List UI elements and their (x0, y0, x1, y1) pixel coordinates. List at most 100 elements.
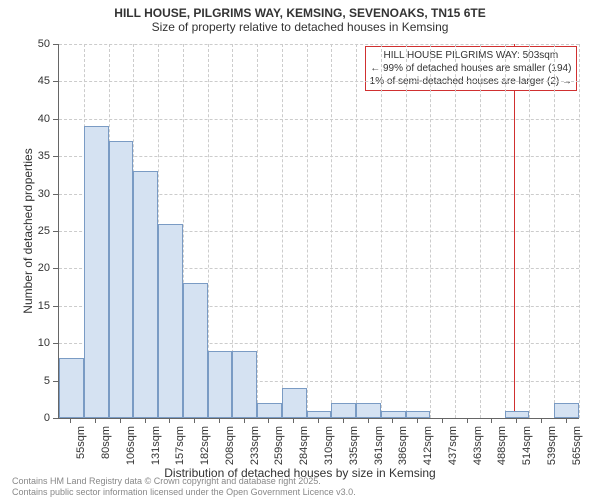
x-tick-label: 310sqm (323, 426, 335, 466)
grid-line-v (579, 44, 580, 418)
y-tick-mark (53, 381, 58, 382)
grid-line-v (356, 44, 357, 418)
x-tick-label: 208sqm (224, 426, 236, 466)
x-tick-label: 131sqm (150, 426, 162, 466)
x-tick-mark (541, 418, 542, 423)
x-tick-label: 284sqm (298, 426, 310, 466)
y-tick-mark (53, 119, 58, 120)
grid-line-v (554, 44, 555, 418)
x-tick-mark (194, 418, 195, 423)
x-tick-label: 463sqm (472, 426, 484, 466)
histogram-bar (505, 411, 530, 418)
footer-line1: Contains HM Land Registry data © Crown c… (12, 476, 356, 487)
x-tick-mark (417, 418, 418, 423)
histogram-bar (84, 126, 109, 418)
x-tick-mark (442, 418, 443, 423)
grid-line-v (331, 44, 332, 418)
plot-area: HILL HOUSE PILGRIMS WAY: 503sqm ← 99% of… (58, 44, 579, 419)
histogram-bar (158, 224, 183, 418)
x-tick-label: 106sqm (125, 426, 137, 466)
y-tick-mark (53, 231, 58, 232)
x-tick-label: 233sqm (249, 426, 261, 466)
y-tick-label: 50 (20, 38, 50, 50)
grid-line-h (59, 44, 579, 45)
x-tick-label: 412sqm (422, 426, 434, 466)
y-tick-label: 40 (20, 113, 50, 125)
grid-line-v (282, 44, 283, 418)
x-tick-mark (392, 418, 393, 423)
x-tick-mark (95, 418, 96, 423)
y-tick-label: 25 (20, 225, 50, 237)
grid-line-v (505, 44, 506, 418)
grid-line-v (455, 44, 456, 418)
y-tick-label: 5 (20, 375, 50, 387)
y-tick-label: 30 (20, 188, 50, 200)
y-tick-mark (53, 81, 58, 82)
x-tick-mark (516, 418, 517, 423)
x-tick-label: 182sqm (199, 426, 211, 466)
x-tick-mark (120, 418, 121, 423)
footer-attribution: Contains HM Land Registry data © Crown c… (12, 476, 356, 498)
x-tick-mark (145, 418, 146, 423)
y-tick-label: 35 (20, 150, 50, 162)
x-tick-mark (368, 418, 369, 423)
y-tick-label: 20 (20, 262, 50, 274)
x-tick-label: 565sqm (571, 426, 583, 466)
annotation-line1: HILL HOUSE PILGRIMS WAY: 503sqm (370, 49, 572, 62)
grid-line-h (59, 156, 579, 157)
grid-line-v (480, 44, 481, 418)
x-tick-label: 259sqm (273, 426, 285, 466)
x-tick-label: 514sqm (521, 426, 533, 466)
footer-line2: Contains public sector information licen… (12, 487, 356, 498)
x-tick-mark (318, 418, 319, 423)
x-tick-mark (70, 418, 71, 423)
y-tick-mark (53, 418, 58, 419)
y-tick-mark (53, 44, 58, 45)
y-tick-mark (53, 343, 58, 344)
y-tick-label: 45 (20, 75, 50, 87)
y-tick-label: 0 (20, 412, 50, 424)
x-tick-mark (491, 418, 492, 423)
x-tick-label: 386sqm (397, 426, 409, 466)
x-tick-mark (268, 418, 269, 423)
x-tick-mark (219, 418, 220, 423)
x-tick-label: 157sqm (174, 426, 186, 466)
annotation-line2: ← 99% of detached houses are smaller (19… (370, 62, 572, 75)
x-tick-label: 539sqm (546, 426, 558, 466)
annotation-box: HILL HOUSE PILGRIMS WAY: 503sqm ← 99% of… (365, 46, 577, 91)
x-tick-label: 55sqm (75, 426, 87, 466)
grid-line-h (59, 119, 579, 120)
grid-line-h (59, 81, 579, 82)
histogram-bar (59, 358, 84, 418)
histogram-bar (554, 403, 579, 418)
x-tick-mark (244, 418, 245, 423)
grid-line-v (406, 44, 407, 418)
histogram-bar (109, 141, 134, 418)
chart-title-sub: Size of property relative to detached ho… (0, 20, 600, 34)
histogram-bar (208, 351, 233, 418)
x-tick-mark (467, 418, 468, 423)
histogram-bar (282, 388, 307, 418)
grid-line-v (430, 44, 431, 418)
y-tick-label: 10 (20, 337, 50, 349)
histogram-bar (183, 283, 208, 418)
grid-line-v (307, 44, 308, 418)
histogram-bar (133, 171, 158, 418)
histogram-bar (381, 411, 406, 418)
x-tick-label: 437sqm (447, 426, 459, 466)
x-tick-mark (343, 418, 344, 423)
y-tick-mark (53, 306, 58, 307)
y-tick-mark (53, 156, 58, 157)
grid-line-v (257, 44, 258, 418)
histogram-bar (307, 411, 332, 418)
x-tick-mark (566, 418, 567, 423)
grid-line-v (381, 44, 382, 418)
x-tick-mark (169, 418, 170, 423)
histogram-bar (406, 411, 431, 418)
x-tick-label: 335sqm (348, 426, 360, 466)
histogram-bar (257, 403, 282, 418)
histogram-bar (331, 403, 356, 418)
title-block: HILL HOUSE, PILGRIMS WAY, KEMSING, SEVEN… (0, 0, 600, 34)
x-tick-label: 361sqm (373, 426, 385, 466)
grid-line-v (529, 44, 530, 418)
